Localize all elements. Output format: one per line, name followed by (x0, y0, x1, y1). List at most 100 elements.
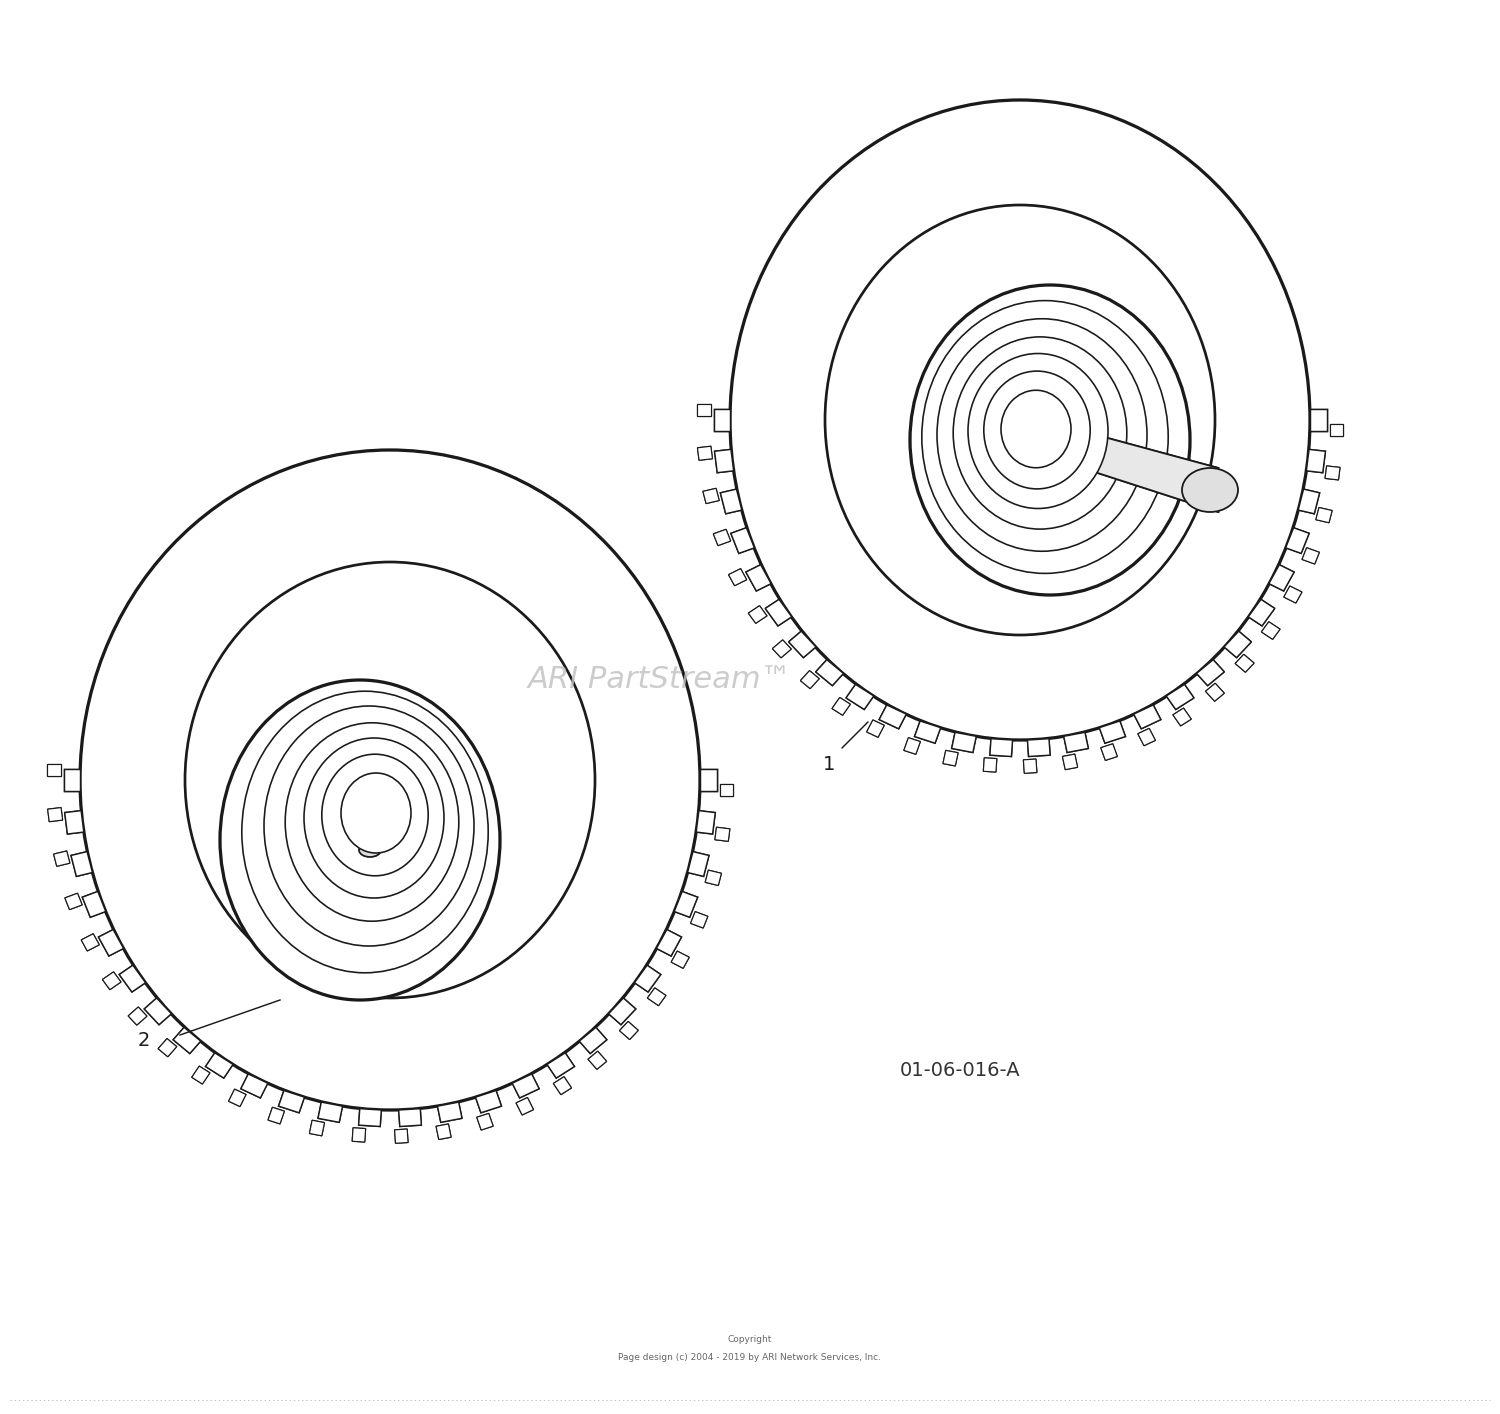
Polygon shape (789, 631, 816, 658)
Polygon shape (730, 527, 754, 553)
Polygon shape (634, 966, 662, 993)
Polygon shape (1100, 721, 1125, 744)
Polygon shape (704, 488, 718, 503)
Polygon shape (990, 738, 1012, 756)
Polygon shape (879, 706, 906, 728)
Polygon shape (690, 912, 708, 928)
Polygon shape (1206, 683, 1224, 701)
Polygon shape (82, 891, 105, 918)
Polygon shape (206, 1053, 232, 1077)
Polygon shape (352, 1128, 366, 1143)
Polygon shape (436, 1124, 451, 1140)
Polygon shape (554, 1076, 572, 1094)
Polygon shape (1298, 489, 1320, 513)
Polygon shape (118, 966, 146, 993)
Polygon shape (228, 1089, 246, 1107)
Polygon shape (984, 758, 998, 772)
Polygon shape (730, 527, 754, 553)
Polygon shape (698, 404, 711, 416)
Polygon shape (1302, 547, 1320, 564)
Polygon shape (748, 605, 766, 624)
Polygon shape (1197, 660, 1224, 686)
Polygon shape (648, 988, 666, 1005)
Ellipse shape (242, 691, 488, 973)
Polygon shape (192, 1066, 210, 1085)
Polygon shape (690, 912, 708, 928)
Polygon shape (268, 1107, 285, 1124)
Polygon shape (102, 971, 122, 990)
Polygon shape (944, 751, 958, 766)
Ellipse shape (80, 450, 700, 1110)
Polygon shape (816, 660, 843, 686)
Polygon shape (904, 738, 921, 754)
Polygon shape (648, 988, 666, 1005)
Polygon shape (816, 660, 843, 686)
Ellipse shape (304, 738, 444, 898)
Polygon shape (670, 952, 688, 969)
Ellipse shape (1182, 468, 1238, 512)
Ellipse shape (910, 286, 1190, 595)
Ellipse shape (285, 723, 459, 921)
Polygon shape (1224, 631, 1251, 658)
Polygon shape (714, 450, 734, 472)
Polygon shape (696, 810, 715, 834)
Polygon shape (81, 933, 99, 952)
Polygon shape (46, 764, 60, 776)
Polygon shape (1167, 684, 1194, 710)
Polygon shape (512, 1075, 538, 1097)
Polygon shape (1050, 423, 1218, 512)
Polygon shape (477, 1113, 494, 1130)
Ellipse shape (730, 100, 1310, 740)
Polygon shape (579, 1028, 608, 1053)
Polygon shape (698, 447, 712, 461)
Polygon shape (704, 488, 718, 503)
Polygon shape (634, 966, 662, 993)
Polygon shape (579, 1028, 608, 1053)
Polygon shape (399, 1109, 422, 1127)
Text: ARI PartStream™: ARI PartStream™ (528, 666, 792, 694)
Polygon shape (720, 489, 742, 513)
Polygon shape (620, 1021, 639, 1039)
Polygon shape (698, 447, 712, 461)
Text: 1: 1 (822, 755, 836, 773)
Polygon shape (516, 1097, 534, 1116)
Polygon shape (720, 783, 734, 796)
Ellipse shape (322, 754, 428, 875)
Polygon shape (1269, 564, 1294, 591)
Polygon shape (70, 851, 93, 877)
Polygon shape (1173, 708, 1191, 725)
Polygon shape (1284, 585, 1302, 604)
Polygon shape (657, 929, 681, 956)
Polygon shape (436, 1124, 451, 1140)
Polygon shape (242, 1075, 268, 1097)
Polygon shape (548, 1053, 574, 1077)
Polygon shape (698, 404, 711, 416)
Polygon shape (1138, 728, 1155, 745)
Polygon shape (867, 720, 885, 737)
Polygon shape (1134, 706, 1161, 728)
Polygon shape (687, 851, 709, 877)
Polygon shape (1028, 738, 1050, 756)
Polygon shape (1286, 527, 1310, 553)
Polygon shape (714, 529, 730, 546)
Polygon shape (833, 697, 850, 715)
Polygon shape (716, 827, 730, 841)
Polygon shape (438, 1102, 462, 1123)
Polygon shape (714, 450, 734, 472)
Polygon shape (620, 1021, 639, 1039)
Polygon shape (1316, 508, 1332, 523)
Polygon shape (1173, 708, 1191, 725)
Polygon shape (1134, 706, 1161, 728)
Polygon shape (729, 568, 747, 585)
Polygon shape (705, 870, 722, 885)
Polygon shape (746, 564, 771, 591)
Polygon shape (1224, 631, 1251, 658)
Polygon shape (358, 1109, 381, 1127)
Polygon shape (99, 929, 123, 956)
Polygon shape (765, 600, 792, 626)
Ellipse shape (922, 301, 1168, 574)
Polygon shape (720, 489, 742, 513)
Polygon shape (1310, 409, 1326, 431)
Polygon shape (879, 706, 906, 728)
Polygon shape (915, 721, 940, 744)
